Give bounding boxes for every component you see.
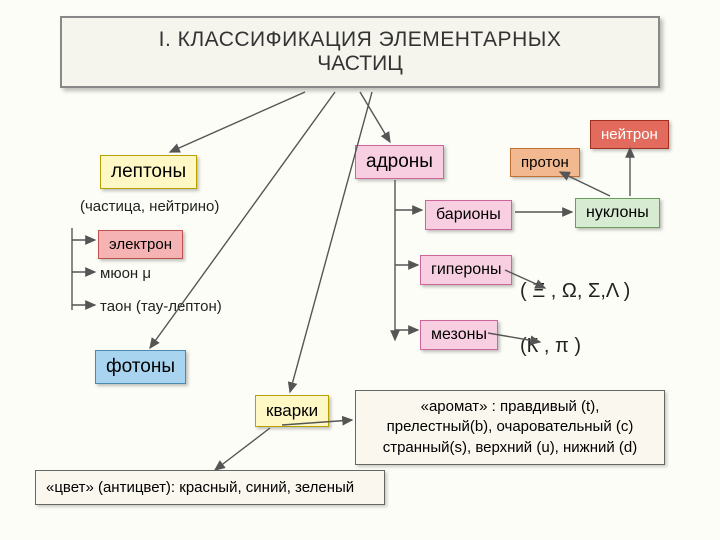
flavor-line3: странный(s), верхний (u), нижний (d) [366, 438, 654, 458]
text-muon: мюон μ [100, 265, 151, 282]
text-taon: таон (тау-лептон) [100, 298, 222, 315]
text-hyperon-list: ( Ξ , Ω, Σ,Λ ) [520, 280, 630, 303]
flavor-box: «аромат» : правдивый (t), прелестный(b),… [355, 390, 665, 465]
node-photons: фотоны [95, 350, 186, 384]
node-proton: протон [510, 148, 580, 177]
node-baryons: барионы [425, 200, 512, 230]
flavor-line2: прелестный(b), очаровательный (c) [366, 417, 654, 437]
text-neutrino: (частица, нейтрино) [80, 198, 219, 215]
title-line1: I. КЛАССИФИКАЦИЯ ЭЛЕМЕНТАРНЫХ [70, 28, 650, 52]
title-line2: ЧАСТИЦ [70, 52, 650, 76]
node-quarks: кварки [255, 395, 329, 427]
node-electron: электрон [98, 230, 183, 259]
title-box: I. КЛАССИФИКАЦИЯ ЭЛЕМЕНТАРНЫХ ЧАСТИЦ [60, 16, 660, 88]
node-neutron: нейтрон [590, 120, 669, 149]
node-mesons: мезоны [420, 320, 498, 350]
node-hadrons: адроны [355, 145, 444, 179]
node-leptons: лептоны [100, 155, 197, 189]
color-box: «цвет» (антицвет): красный, синий, зелен… [35, 470, 385, 505]
text-meson-list: (К , π ) [520, 335, 581, 358]
flavor-line1: «аромат» : правдивый (t), [366, 397, 654, 417]
node-hyperons: гипероны [420, 255, 512, 285]
node-nucleons: нуклоны [575, 198, 660, 228]
